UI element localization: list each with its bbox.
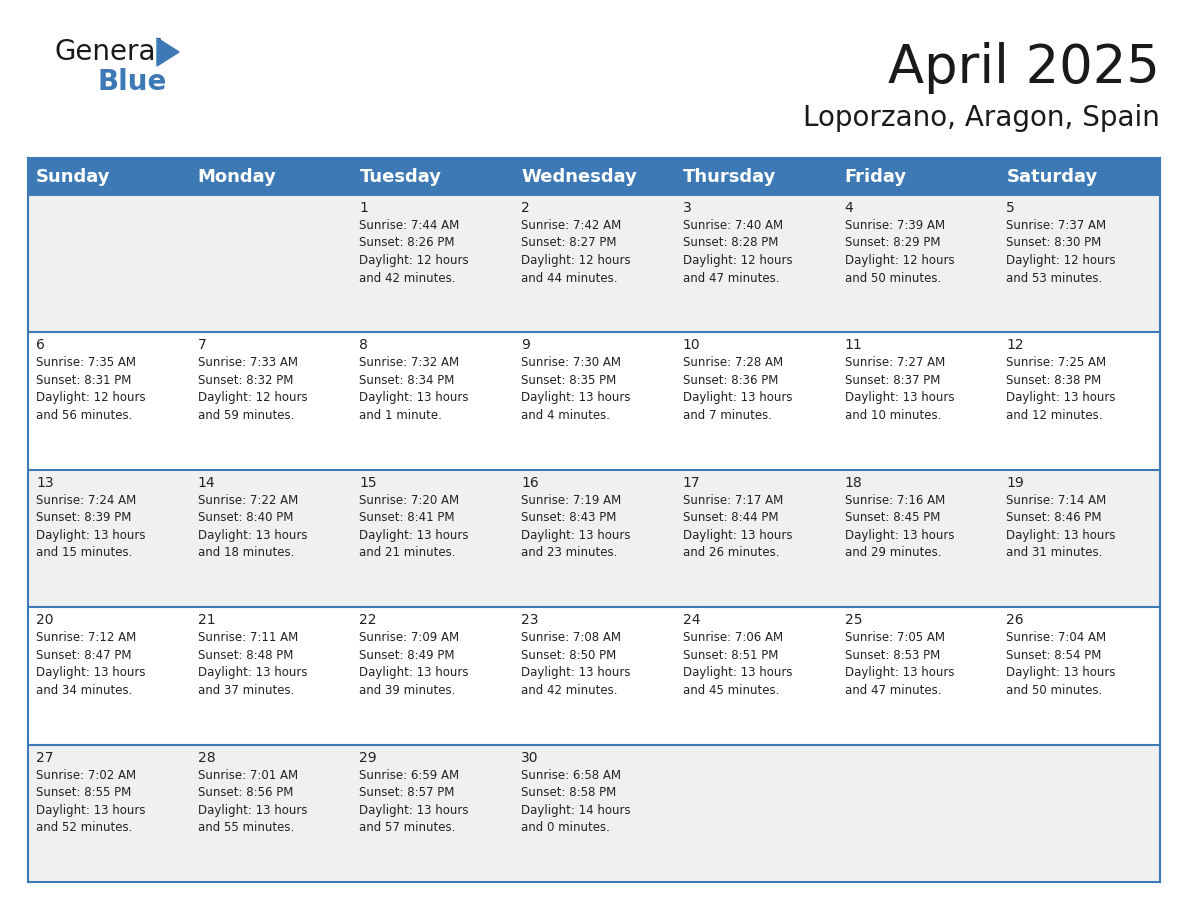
Bar [29,744,1159,882]
Text: Sunrise: 7:24 AM
Sunset: 8:39 PM
Daylight: 13 hours
and 15 minutes.: Sunrise: 7:24 AM Sunset: 8:39 PM Dayligh… [36,494,145,559]
Text: 17: 17 [683,476,701,490]
Text: 15: 15 [360,476,377,490]
Text: 2: 2 [522,201,530,215]
Text: 21: 21 [197,613,215,627]
Bar [29,158,1159,195]
Text: Monday: Monday [197,167,277,185]
Text: 7: 7 [197,339,207,353]
Text: 22: 22 [360,613,377,627]
Text: Sunrise: 7:06 AM
Sunset: 8:51 PM
Daylight: 13 hours
and 45 minutes.: Sunrise: 7:06 AM Sunset: 8:51 PM Dayligh… [683,632,792,697]
Text: 9: 9 [522,339,530,353]
Text: Sunrise: 7:12 AM
Sunset: 8:47 PM
Daylight: 13 hours
and 34 minutes.: Sunrise: 7:12 AM Sunset: 8:47 PM Dayligh… [36,632,145,697]
Text: 30: 30 [522,751,538,765]
Text: 23: 23 [522,613,538,627]
Text: Sunrise: 7:11 AM
Sunset: 8:48 PM
Daylight: 13 hours
and 37 minutes.: Sunrise: 7:11 AM Sunset: 8:48 PM Dayligh… [197,632,308,697]
Text: Sunrise: 7:01 AM
Sunset: 8:56 PM
Daylight: 13 hours
and 55 minutes.: Sunrise: 7:01 AM Sunset: 8:56 PM Dayligh… [197,768,308,834]
Text: Sunrise: 7:14 AM
Sunset: 8:46 PM
Daylight: 13 hours
and 31 minutes.: Sunrise: 7:14 AM Sunset: 8:46 PM Dayligh… [1006,494,1116,559]
Text: Saturday: Saturday [1006,167,1098,185]
Text: Sunrise: 7:39 AM
Sunset: 8:29 PM
Daylight: 12 hours
and 50 minutes.: Sunrise: 7:39 AM Sunset: 8:29 PM Dayligh… [845,219,954,285]
Text: Sunrise: 7:09 AM
Sunset: 8:49 PM
Daylight: 13 hours
and 39 minutes.: Sunrise: 7:09 AM Sunset: 8:49 PM Dayligh… [360,632,469,697]
Text: Sunrise: 7:16 AM
Sunset: 8:45 PM
Daylight: 13 hours
and 29 minutes.: Sunrise: 7:16 AM Sunset: 8:45 PM Dayligh… [845,494,954,559]
Text: Sunrise: 7:25 AM
Sunset: 8:38 PM
Daylight: 13 hours
and 12 minutes.: Sunrise: 7:25 AM Sunset: 8:38 PM Dayligh… [1006,356,1116,422]
Text: Sunrise: 6:58 AM
Sunset: 8:58 PM
Daylight: 14 hours
and 0 minutes.: Sunrise: 6:58 AM Sunset: 8:58 PM Dayligh… [522,768,631,834]
Text: Sunrise: 7:22 AM
Sunset: 8:40 PM
Daylight: 13 hours
and 18 minutes.: Sunrise: 7:22 AM Sunset: 8:40 PM Dayligh… [197,494,308,559]
Bar [29,332,1159,470]
Text: Sunrise: 7:05 AM
Sunset: 8:53 PM
Daylight: 13 hours
and 47 minutes.: Sunrise: 7:05 AM Sunset: 8:53 PM Dayligh… [845,632,954,697]
Text: 3: 3 [683,201,691,215]
Text: Sunrise: 7:42 AM
Sunset: 8:27 PM
Daylight: 12 hours
and 44 minutes.: Sunrise: 7:42 AM Sunset: 8:27 PM Dayligh… [522,219,631,285]
Text: Sunrise: 7:30 AM
Sunset: 8:35 PM
Daylight: 13 hours
and 4 minutes.: Sunrise: 7:30 AM Sunset: 8:35 PM Dayligh… [522,356,631,422]
Text: 5: 5 [1006,201,1015,215]
Text: Loporzano, Aragon, Spain: Loporzano, Aragon, Spain [803,104,1159,132]
Text: Wednesday: Wednesday [522,167,637,185]
Text: 25: 25 [845,613,862,627]
Text: 20: 20 [36,613,53,627]
Text: Sunrise: 7:33 AM
Sunset: 8:32 PM
Daylight: 12 hours
and 59 minutes.: Sunrise: 7:33 AM Sunset: 8:32 PM Dayligh… [197,356,308,422]
Text: 1: 1 [360,201,368,215]
Text: Sunrise: 6:59 AM
Sunset: 8:57 PM
Daylight: 13 hours
and 57 minutes.: Sunrise: 6:59 AM Sunset: 8:57 PM Dayligh… [360,768,469,834]
Text: Sunrise: 7:08 AM
Sunset: 8:50 PM
Daylight: 13 hours
and 42 minutes.: Sunrise: 7:08 AM Sunset: 8:50 PM Dayligh… [522,632,631,697]
Text: 16: 16 [522,476,539,490]
Text: Sunrise: 7:32 AM
Sunset: 8:34 PM
Daylight: 13 hours
and 1 minute.: Sunrise: 7:32 AM Sunset: 8:34 PM Dayligh… [360,356,469,422]
Polygon shape [157,38,179,66]
Text: Blue: Blue [97,68,166,96]
Text: 10: 10 [683,339,701,353]
Text: Sunrise: 7:44 AM
Sunset: 8:26 PM
Daylight: 12 hours
and 42 minutes.: Sunrise: 7:44 AM Sunset: 8:26 PM Dayligh… [360,219,469,285]
Text: Sunrise: 7:02 AM
Sunset: 8:55 PM
Daylight: 13 hours
and 52 minutes.: Sunrise: 7:02 AM Sunset: 8:55 PM Dayligh… [36,768,145,834]
Text: 12: 12 [1006,339,1024,353]
Text: Sunrise: 7:27 AM
Sunset: 8:37 PM
Daylight: 13 hours
and 10 minutes.: Sunrise: 7:27 AM Sunset: 8:37 PM Dayligh… [845,356,954,422]
Text: 19: 19 [1006,476,1024,490]
Text: 18: 18 [845,476,862,490]
Bar [29,195,1159,332]
Text: Sunrise: 7:20 AM
Sunset: 8:41 PM
Daylight: 13 hours
and 21 minutes.: Sunrise: 7:20 AM Sunset: 8:41 PM Dayligh… [360,494,469,559]
Text: 6: 6 [36,339,45,353]
Text: 29: 29 [360,751,377,765]
Text: 11: 11 [845,339,862,353]
Text: April 2025: April 2025 [889,42,1159,94]
Text: 26: 26 [1006,613,1024,627]
Text: Tuesday: Tuesday [360,167,442,185]
Text: Sunrise: 7:28 AM
Sunset: 8:36 PM
Daylight: 13 hours
and 7 minutes.: Sunrise: 7:28 AM Sunset: 8:36 PM Dayligh… [683,356,792,422]
Text: Sunrise: 7:19 AM
Sunset: 8:43 PM
Daylight: 13 hours
and 23 minutes.: Sunrise: 7:19 AM Sunset: 8:43 PM Dayligh… [522,494,631,559]
Text: Sunrise: 7:40 AM
Sunset: 8:28 PM
Daylight: 12 hours
and 47 minutes.: Sunrise: 7:40 AM Sunset: 8:28 PM Dayligh… [683,219,792,285]
Text: General: General [55,38,164,66]
Text: 27: 27 [36,751,53,765]
Text: Thursday: Thursday [683,167,776,185]
Text: 14: 14 [197,476,215,490]
Bar [29,470,1159,607]
Text: Sunrise: 7:35 AM
Sunset: 8:31 PM
Daylight: 12 hours
and 56 minutes.: Sunrise: 7:35 AM Sunset: 8:31 PM Dayligh… [36,356,146,422]
Text: 4: 4 [845,201,853,215]
Text: 13: 13 [36,476,53,490]
Text: 28: 28 [197,751,215,765]
Text: Sunrise: 7:04 AM
Sunset: 8:54 PM
Daylight: 13 hours
and 50 minutes.: Sunrise: 7:04 AM Sunset: 8:54 PM Dayligh… [1006,632,1116,697]
Text: Sunrise: 7:17 AM
Sunset: 8:44 PM
Daylight: 13 hours
and 26 minutes.: Sunrise: 7:17 AM Sunset: 8:44 PM Dayligh… [683,494,792,559]
Text: Sunrise: 7:37 AM
Sunset: 8:30 PM
Daylight: 12 hours
and 53 minutes.: Sunrise: 7:37 AM Sunset: 8:30 PM Dayligh… [1006,219,1116,285]
Text: 24: 24 [683,613,701,627]
Text: 8: 8 [360,339,368,353]
Bar [29,607,1159,744]
Text: Friday: Friday [845,167,906,185]
Text: Sunday: Sunday [36,167,110,185]
